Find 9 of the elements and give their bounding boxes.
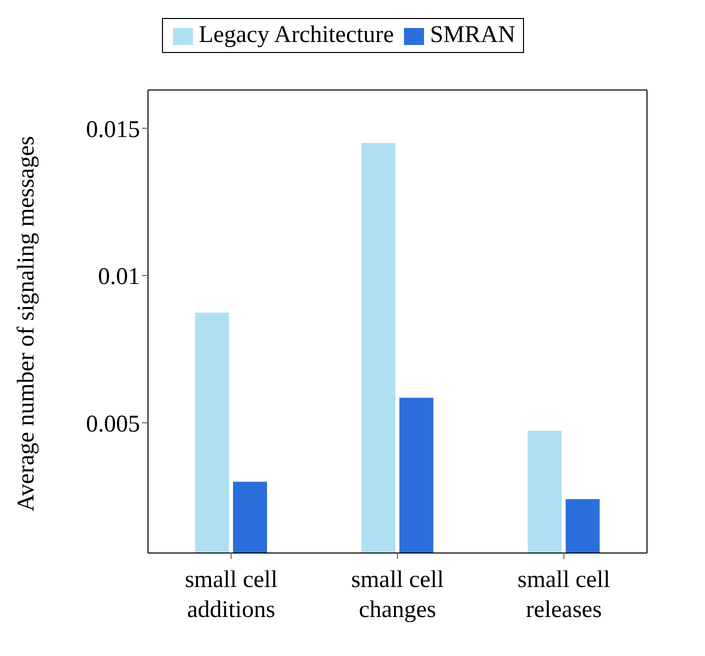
y-tick-label: 0.01 xyxy=(98,264,140,290)
legend-label: Legacy Architecture xyxy=(198,22,394,49)
y-axis-title: Average number of signaling messages xyxy=(14,136,40,512)
y-tick-label: 0.005 xyxy=(86,411,140,438)
y-tick-label: 0.015 xyxy=(86,116,140,143)
x-tick-label: small cell additions xyxy=(184,567,278,623)
x-tick-label: small cell changes xyxy=(351,567,444,623)
legend-label: SMRAN xyxy=(428,22,516,49)
x-tick-label: small cell releases xyxy=(518,567,610,623)
